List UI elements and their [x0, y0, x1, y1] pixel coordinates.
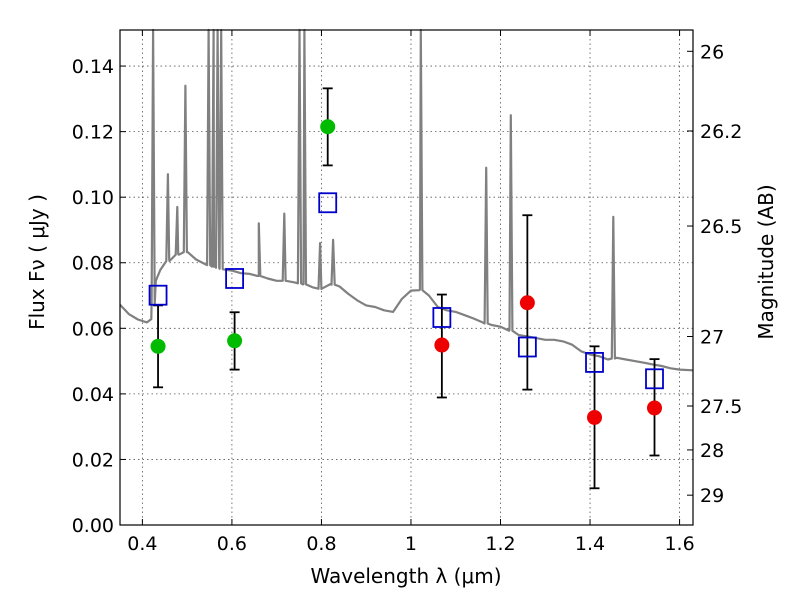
y-tick-label: 0.14: [72, 56, 114, 78]
spectrum-line: [119, 28, 694, 372]
data-markers: [148, 119, 664, 425]
data-point: [434, 337, 450, 353]
data-point: [150, 338, 166, 354]
data-point: [320, 119, 336, 135]
x-tick-label: 0.6: [217, 533, 247, 555]
data-point-square: [645, 368, 664, 390]
x-axis-title: Wavelength λ (μm): [310, 564, 501, 588]
x-tick-label: 1.6: [664, 533, 694, 555]
right-tick-label: 27: [700, 327, 724, 349]
data-point: [227, 333, 243, 349]
tick-labels: 0.4 0.6 0.8 1 1.2 1.4 1.6 0.00 0.02 0.04 0.06 0.08 0…: [72, 41, 743, 555]
right-tick-label: 27.5: [700, 396, 742, 418]
x-tick-label: 1.4: [575, 533, 605, 555]
y-tick-label: 0.02: [72, 449, 114, 471]
plot-frame: [119, 29, 694, 526]
right-tick-label: 26.2: [700, 121, 742, 143]
y-tick-label: 0.10: [72, 187, 114, 209]
y-axis-title: Flux Fν ( μJy ): [25, 194, 49, 330]
y-tick-label: 0.04: [72, 384, 114, 406]
y-tick-label: 0.12: [72, 122, 114, 144]
tick-marks: [120, 30, 693, 526]
data-point-square: [585, 352, 604, 373]
right-axis-title: Magnitude (AB): [754, 184, 778, 339]
x-tick-label: 1: [405, 533, 417, 555]
y-tick-label: 0.00: [72, 515, 114, 537]
data-point-square: [517, 336, 537, 358]
x-tick-label: 0.8: [306, 533, 336, 555]
y-tick-label: 0.06: [72, 318, 114, 340]
model-spectrum: [119, 28, 694, 372]
data-point: [519, 295, 535, 311]
grid-lines: [120, 30, 693, 525]
data-point-square: [432, 307, 452, 328]
y-tick-label: 0.08: [72, 253, 114, 275]
right-tick-label: 29: [700, 485, 724, 507]
data-point-square: [318, 192, 338, 214]
data-point: [647, 400, 663, 416]
x-tick-label: 1.2: [485, 533, 515, 555]
right-tick-label: 26.5: [700, 216, 742, 238]
data-point-square: [225, 268, 245, 289]
right-tick-label: 28: [700, 440, 724, 462]
x-tick-label: 0.4: [127, 533, 157, 555]
data-point-square: [148, 284, 168, 306]
data-point: [587, 409, 603, 425]
right-tick-label: 26: [700, 41, 724, 63]
